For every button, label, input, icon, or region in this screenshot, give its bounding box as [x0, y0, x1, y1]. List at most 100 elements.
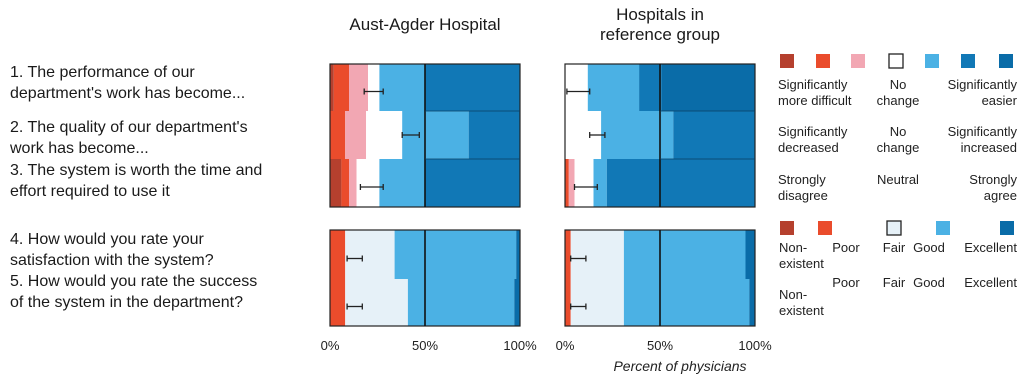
bar-segment-q2-2 — [601, 111, 674, 159]
question-3: 3. The system is worth the time and effo… — [10, 162, 263, 200]
bar-segment-q2-5 — [468, 111, 520, 159]
legend-label: No change — [877, 77, 920, 108]
bar-segment-q3-2 — [341, 159, 349, 207]
legend-swatch — [925, 54, 939, 68]
legend-swatch — [780, 54, 794, 68]
bar-segment-q4-3 — [623, 230, 746, 279]
error-bar-q1 — [566, 88, 591, 95]
bar-segment-q5-2 — [345, 279, 408, 326]
question-5: 5. How would you rate the success of the… — [10, 273, 258, 311]
bar-segment-q5-1 — [330, 279, 346, 326]
bar-segment-q4-4 — [745, 230, 755, 279]
bar-segment-q1-3 — [639, 64, 662, 111]
bar-segment-q3-2 — [568, 159, 575, 207]
bar-segment-q2-3 — [366, 111, 403, 159]
bar-segment-q3-1 — [330, 159, 342, 207]
bar-segment-q3-4 — [356, 159, 380, 207]
x-tick-label: 100% — [738, 338, 772, 353]
chart-panel-1: 0% 50% 100% Aust-Agder Hospital — [321, 15, 537, 353]
legend-label: Significantly increased — [948, 124, 1018, 155]
bar-segment-q1-5 — [379, 64, 425, 111]
legend-swatch — [888, 53, 904, 69]
bar-segment-q3-5 — [379, 159, 425, 207]
bar-segment-q1-4 — [661, 64, 755, 111]
legend-swatch — [936, 221, 950, 235]
legend-swatch — [999, 54, 1013, 68]
bar-segment-q3-3 — [574, 159, 594, 207]
bar-segment-q5-4 — [514, 279, 520, 326]
bar-segment-q3-4 — [593, 159, 607, 207]
bar-segment-q4-2 — [345, 230, 395, 279]
bar-segment-q4-1 — [565, 230, 571, 279]
legend-label: Good — [913, 275, 945, 290]
panel-title: Hospitals in reference group — [600, 5, 720, 44]
bar-segment-q1-2 — [333, 64, 349, 111]
error-bar-q3 — [359, 184, 384, 190]
bar-segment-q2-2 — [345, 111, 367, 159]
bar-segment-q5-1 — [565, 279, 571, 326]
legend-label: Poor — [832, 275, 860, 290]
x-axis-label: Percent of physicians — [613, 358, 746, 374]
legend-swatch — [851, 54, 865, 68]
bar-segment-q5-3 — [623, 279, 750, 326]
legend-label: Significantly more difficult — [778, 77, 852, 108]
error-bar-q5 — [570, 303, 587, 310]
legend-label: Good — [913, 240, 945, 255]
bar-segment-q3-3 — [349, 159, 357, 207]
panel-title: Aust-Agder Hospital — [349, 15, 500, 34]
x-tick-label: 100% — [503, 338, 537, 353]
bar-segment-q4-3 — [394, 230, 517, 279]
x-tick-label: 50% — [647, 338, 673, 353]
bar-segment-q2-3 — [673, 111, 755, 159]
legend-label: Poor — [832, 240, 860, 255]
error-bar-q2 — [589, 132, 606, 138]
error-bar-q4 — [570, 255, 587, 262]
bar-segment-q1-6 — [425, 64, 520, 111]
legend-label: Significantly decreased — [778, 124, 848, 155]
question-1: 1. The performance of our department's w… — [10, 64, 246, 102]
legend-label: Fair — [883, 275, 906, 290]
x-tick-label: 0% — [321, 338, 340, 353]
bar-segment-q1-1 — [565, 64, 588, 111]
legend-label: Non-existent — [779, 287, 824, 318]
legend-swatch — [780, 221, 794, 235]
bar-segment-q5-4 — [749, 279, 755, 326]
legend-label: Strongly disagree — [778, 172, 828, 203]
bar-segment-q4-4 — [516, 230, 520, 279]
legend-label: Non-existent — [779, 240, 824, 271]
bar-segment-q5-3 — [407, 279, 515, 326]
legend: Significantly more difficult No change Signi… — [778, 53, 1018, 318]
question-2: 2. The quality of our department's work … — [10, 119, 248, 157]
bar-segment-q4-2 — [570, 230, 624, 279]
bar-segment-q1-4 — [368, 64, 380, 111]
bar-segment-q3-6 — [425, 159, 520, 207]
bar-segment-q1-3 — [349, 64, 368, 111]
bar-segment-q4-1 — [330, 230, 346, 279]
bar-segment-q3-5 — [606, 159, 755, 207]
legend-swatch — [961, 54, 975, 68]
legend-label: Excellent — [964, 275, 1017, 290]
error-bar-q4 — [346, 255, 363, 262]
legend-label: Strongly agree — [969, 172, 1017, 203]
x-tick-label: 50% — [412, 338, 438, 353]
legend-swatch — [886, 220, 902, 236]
bar-segment-q2-1 — [330, 111, 346, 159]
bar-segment-q3-1 — [565, 159, 569, 207]
error-bar-q5 — [346, 303, 363, 310]
error-bar-q1 — [363, 88, 384, 95]
legend-swatch — [816, 54, 830, 68]
legend-label: No change — [877, 124, 920, 155]
bar-segment-q1-2 — [587, 64, 640, 111]
x-tick-label: 0% — [556, 338, 575, 353]
question-4: 4. How would you rate your satisfaction … — [10, 231, 214, 269]
error-bar-q3 — [573, 184, 598, 190]
legend-label: Excellent — [964, 240, 1017, 255]
legend-label: Neutral — [877, 172, 919, 187]
bar-segment-q1-1 — [330, 64, 334, 111]
legend-swatch — [1000, 221, 1014, 235]
error-bar-q2 — [401, 132, 420, 138]
legend-swatch — [818, 221, 832, 235]
chart-panel-2: 0% 50% 100% Hospitals in reference group — [556, 5, 772, 353]
legend-label: Significantly easier — [948, 77, 1018, 108]
